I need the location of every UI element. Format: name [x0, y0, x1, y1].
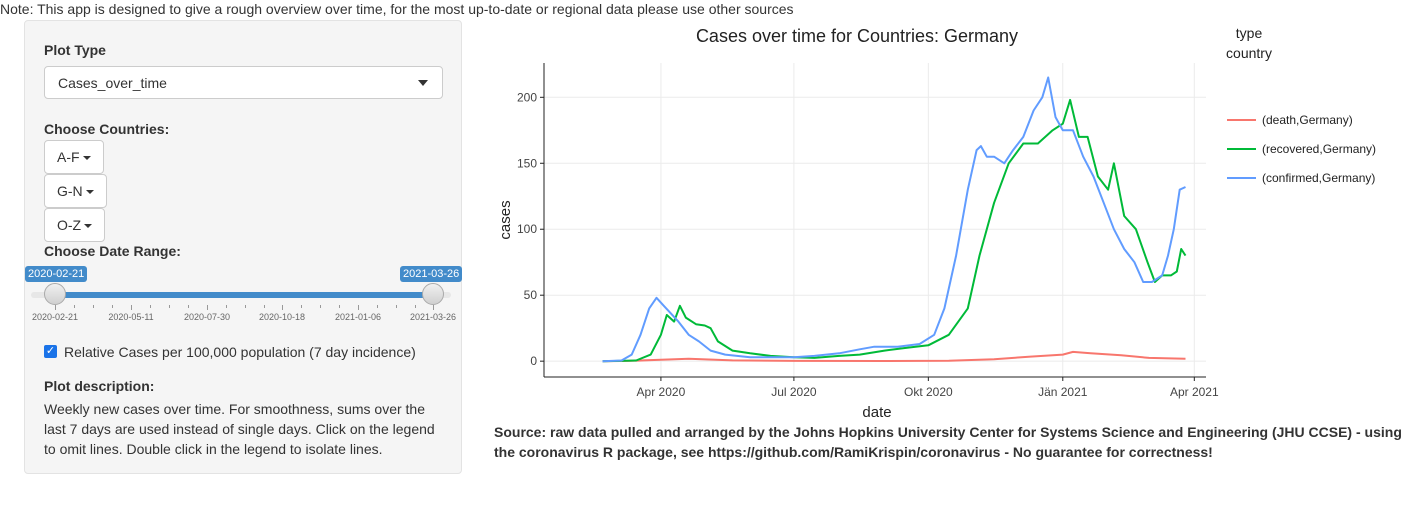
y-tick-label: 200 [517, 90, 537, 104]
countries-label: Choose Countries: [44, 121, 170, 137]
slider-tick-label: 2020-05-11 [108, 312, 154, 322]
slider-range-bar[interactable] [55, 292, 433, 298]
slider-tick [55, 305, 56, 310]
cases-chart: Cases over time for Countries: Germany 0 5… [497, 25, 1376, 420]
country-group-o-z-button[interactable]: O-Z [44, 208, 106, 242]
x-tick-label: Apr 2020 [637, 385, 686, 399]
plot-type-label: Plot Type [44, 42, 106, 58]
legend-title-country: country [1226, 45, 1272, 61]
date-from-tag: 2020-02-21 [25, 266, 88, 282]
date-range-label: Choose Date Range: [44, 243, 181, 259]
checkmark-icon: ✓ [45, 345, 56, 357]
slider-tick [358, 305, 359, 310]
date-to-tag: 2021-03-26 [400, 266, 463, 282]
y-tick-label: 150 [517, 156, 537, 170]
legend-title-type: type [1236, 25, 1263, 41]
slider-tick-label: 2020-07-30 [183, 312, 231, 322]
relative-cases-checkbox[interactable]: ✓ [44, 345, 57, 358]
x-tick-label: Apr 2021 [1170, 385, 1219, 399]
slider-tick [207, 305, 208, 310]
y-tick-label: 0 [530, 354, 537, 368]
legend-item-label: (death,Germany) [1262, 113, 1353, 127]
slider-minor-tick [264, 305, 265, 308]
chart-title: Cases over time for Countries: Germany [696, 26, 1018, 46]
plot-type-value: Cases_over_time [58, 75, 167, 91]
plot-description-text: Weekly new cases over time. For smoothne… [44, 401, 435, 457]
country-group-label: A-F [57, 149, 80, 165]
x-tick-label: Okt 2020 [904, 385, 953, 399]
slider-minor-tick [226, 305, 227, 308]
x-axis-label: date [862, 404, 891, 420]
y-tick-label: 50 [524, 288, 538, 302]
legend-item-label: (recovered,Germany) [1262, 142, 1376, 156]
slider-minor-tick [301, 305, 302, 308]
slider-minor-tick [396, 305, 397, 308]
chevron-down-icon [418, 80, 428, 86]
slider-handle-to[interactable] [422, 283, 444, 305]
y-tick-label: 100 [517, 222, 537, 236]
slider-minor-tick [320, 305, 321, 308]
slider-minor-tick [150, 305, 151, 308]
country-group-a-f-button[interactable]: A-F [44, 140, 104, 174]
slider-minor-tick [188, 305, 189, 308]
series-line-2 [602, 76, 1186, 363]
slider-tick [131, 305, 132, 310]
country-group-label: G-N [57, 183, 83, 199]
relative-cases-label[interactable]: Relative Cases per 100,000 population (7… [64, 344, 416, 360]
note-text: Note: This app is designed to give a rou… [0, 1, 794, 17]
plot-description-label: Plot description: [44, 378, 155, 394]
plot-type-select[interactable]: Cases_over_time [44, 66, 443, 99]
slider-tick-label: 2020-02-21 [31, 312, 79, 322]
sidebar-panel: Plot Type Cases_over_time Choose Countri… [24, 20, 463, 474]
slider-minor-tick [377, 305, 378, 308]
slider-tick [282, 305, 283, 310]
source-text: Source: raw data pulled and arranged by … [494, 424, 1402, 460]
slider-minor-tick [415, 305, 416, 308]
slider-tick-label: 2021-03-26 [409, 312, 457, 322]
slider-minor-tick [339, 305, 340, 308]
caret-down-icon [82, 156, 91, 160]
country-group-g-n-button[interactable]: G-N [44, 174, 107, 208]
slider-tick [433, 305, 434, 310]
slider-handle-from[interactable] [44, 283, 66, 305]
slider-minor-tick [169, 305, 170, 308]
slider-tick-label: 2020-10-18 [258, 312, 306, 322]
country-group-label: O-Z [57, 217, 82, 233]
x-tick-label: Jän 2021 [1038, 385, 1088, 399]
x-tick-label: Jul 2020 [771, 385, 817, 399]
series-line-0 [602, 350, 1186, 363]
slider-minor-tick [112, 305, 113, 308]
slider-minor-tick [245, 305, 246, 308]
caret-down-icon [85, 190, 94, 194]
slider-minor-tick [93, 305, 94, 308]
y-axis-label: cases [497, 200, 514, 239]
slider-minor-tick [74, 305, 75, 308]
series-line-1 [602, 98, 1187, 363]
legend-item-label: (confirmed,Germany) [1262, 171, 1375, 185]
caret-down-icon [84, 224, 93, 228]
slider-tick-label: 2021-01-06 [334, 312, 382, 322]
